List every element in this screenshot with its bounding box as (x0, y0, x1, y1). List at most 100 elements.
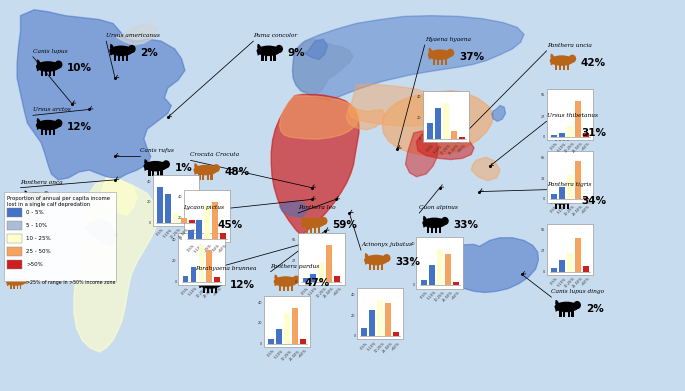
Bar (373, 263, 375, 270)
Text: 40: 40 (351, 293, 356, 297)
Text: 0: 0 (260, 342, 262, 346)
Bar (45, 128, 47, 135)
Bar (20, 285, 21, 289)
Bar (575, 238, 581, 272)
Bar (279, 285, 281, 291)
Bar (189, 220, 195, 223)
Text: 10-25%: 10-25% (170, 228, 182, 240)
Text: 40: 40 (416, 95, 421, 99)
Text: Proportion of annual per capita income
lost in a single calf depredation: Proportion of annual per capita income l… (7, 196, 110, 208)
Ellipse shape (143, 161, 167, 171)
Ellipse shape (550, 126, 573, 136)
Bar (547, 89, 593, 140)
Bar (7, 208, 22, 217)
Text: 55: 55 (292, 238, 297, 242)
Text: 42%: 42% (581, 57, 606, 68)
Bar (181, 218, 187, 223)
Text: 5-10%: 5-10% (426, 290, 437, 301)
Bar (310, 226, 312, 233)
Bar (551, 268, 557, 272)
Bar (393, 332, 399, 336)
Ellipse shape (36, 120, 60, 131)
Bar (178, 233, 225, 285)
Bar (53, 128, 55, 135)
Text: 25-50%: 25-50% (572, 204, 584, 217)
Bar (559, 64, 560, 70)
Text: Cuon alpinus: Cuon alpinus (419, 205, 458, 210)
Polygon shape (305, 39, 327, 59)
Text: 33%: 33% (453, 220, 478, 230)
Ellipse shape (198, 278, 222, 289)
Text: >50%: >50% (212, 286, 223, 297)
Text: 25-50%: 25-50% (203, 286, 216, 299)
Text: 27: 27 (540, 115, 545, 118)
Text: 1%: 1% (175, 163, 192, 173)
Text: 55: 55 (540, 228, 545, 232)
Text: 10-25%: 10-25% (434, 290, 446, 303)
Text: 65: 65 (540, 156, 545, 160)
Bar (53, 70, 55, 76)
Bar (214, 277, 220, 282)
Text: Hyaena hyaena: Hyaena hyaena (425, 37, 471, 42)
Bar (318, 226, 320, 233)
Text: 0: 0 (543, 135, 545, 139)
Bar (385, 303, 391, 336)
Text: 25-50%: 25-50% (323, 286, 336, 299)
Text: 0-5%: 0-5% (549, 142, 559, 151)
Text: 10 - 25%: 10 - 25% (26, 236, 51, 241)
Text: 0-5%: 0-5% (425, 143, 435, 153)
Bar (211, 287, 214, 293)
Text: 25 - 50%: 25 - 50% (26, 249, 51, 254)
Bar (310, 274, 316, 282)
Ellipse shape (21, 278, 27, 284)
Bar (158, 187, 163, 223)
Text: 47%: 47% (305, 278, 330, 289)
Ellipse shape (573, 301, 581, 309)
Bar (199, 245, 204, 282)
Bar (156, 169, 158, 176)
Text: 2%: 2% (586, 304, 603, 314)
Text: 0 - 5%: 0 - 5% (26, 210, 44, 215)
Bar (459, 137, 464, 139)
Ellipse shape (275, 45, 283, 53)
Bar (560, 310, 562, 317)
Ellipse shape (212, 164, 220, 172)
Text: 10-25%: 10-25% (564, 142, 576, 154)
Bar (10, 285, 12, 289)
Ellipse shape (447, 49, 454, 57)
Bar (7, 221, 22, 230)
Text: 5-10%: 5-10% (556, 204, 567, 215)
Text: 14%: 14% (55, 194, 80, 204)
Bar (204, 205, 210, 239)
Text: Parahyaena brunnea: Parahyaena brunnea (195, 265, 257, 271)
Text: 20: 20 (416, 116, 421, 120)
Text: 20: 20 (172, 259, 177, 263)
Text: Panthera pardus: Panthera pardus (271, 264, 320, 269)
Text: 5-10%: 5-10% (193, 243, 204, 254)
Ellipse shape (292, 276, 300, 284)
Bar (555, 203, 557, 209)
Text: Ursus thibetanus: Ursus thibetanus (547, 113, 597, 118)
Bar (551, 194, 557, 199)
Bar (547, 151, 593, 203)
Text: 0: 0 (413, 283, 415, 287)
Ellipse shape (23, 192, 47, 203)
Text: 5-10%: 5-10% (366, 341, 377, 352)
Text: 40: 40 (147, 179, 151, 183)
Bar (437, 58, 439, 65)
Ellipse shape (364, 255, 388, 265)
Bar (4, 192, 116, 281)
Ellipse shape (301, 217, 325, 228)
Bar (559, 187, 565, 199)
Ellipse shape (217, 278, 225, 286)
Bar (45, 70, 47, 76)
Bar (445, 255, 451, 285)
Bar (436, 226, 438, 233)
Bar (571, 310, 573, 317)
Text: 27: 27 (292, 259, 297, 263)
Bar (559, 133, 565, 137)
Text: 0-5%: 0-5% (419, 290, 429, 300)
Text: 0-5%: 0-5% (301, 286, 310, 296)
Polygon shape (448, 238, 538, 292)
Ellipse shape (256, 45, 281, 56)
